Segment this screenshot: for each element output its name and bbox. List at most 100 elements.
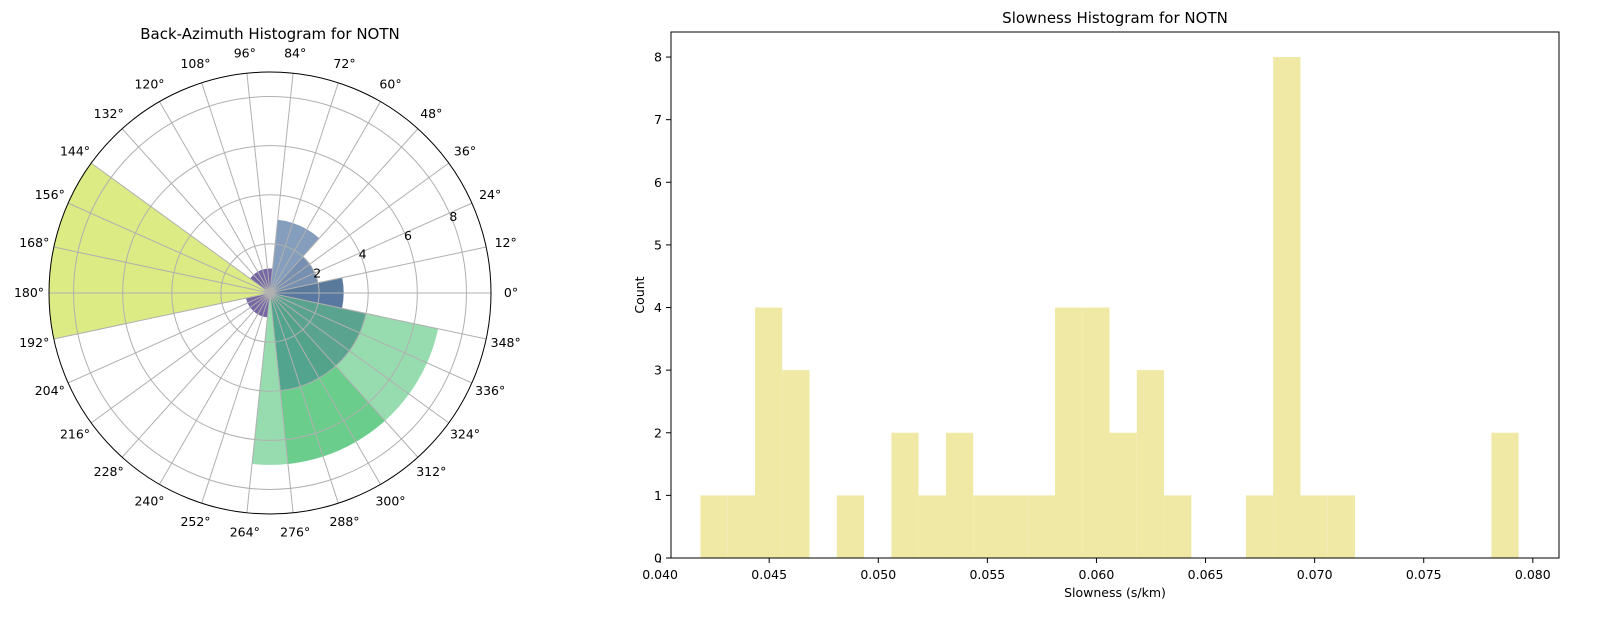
polar-grid	[48, 71, 492, 515]
histogram-bar	[1245, 495, 1274, 558]
histogram-x-tick-label: 0.075	[1406, 567, 1442, 582]
histogram-x-tick-label: 0.080	[1515, 567, 1551, 582]
polar-angle-tick-label: 12°	[495, 235, 517, 250]
histogram-bar	[945, 432, 974, 558]
polar-angle-tick-label: 144°	[60, 143, 90, 158]
slowness-histogram-chart: Slowness Histogram for NOTN 0.040 0.045 0.…	[632, 9, 1560, 600]
polar-angle-tick-label: 336°	[475, 383, 505, 398]
histogram-x-tick-label: 0.055	[969, 567, 1005, 582]
histogram-plot-frame	[670, 31, 1560, 559]
histogram-y-tick-label: 3	[654, 363, 662, 378]
histogram-x-axis-label: Slowness (s/km)	[1064, 585, 1166, 600]
histogram-bar	[1327, 495, 1355, 558]
polar-angle-tick-label: 24°	[479, 187, 501, 202]
polar-angle-tick-label: 60°	[379, 76, 401, 91]
polar-angle-tick-label: 216°	[60, 427, 90, 442]
polar-grid-spoke	[121, 128, 271, 294]
polar-bar	[68, 163, 270, 293]
polar-grid-spoke	[201, 82, 271, 294]
polar-angle-tick-label: 96°	[234, 45, 256, 60]
polar-angle-tick-label: 84°	[284, 45, 306, 60]
histogram-bar	[1300, 495, 1328, 558]
polar-bar	[250, 274, 270, 293]
polar-angle-tick-label: 108°	[180, 56, 210, 71]
polar-angle-tick-label: 252°	[180, 514, 210, 529]
histogram-bar	[1082, 307, 1110, 558]
histogram-bar	[727, 495, 755, 558]
polar-grid-spoke	[90, 162, 271, 294]
histogram-x-tick-label: 0.060	[1079, 567, 1115, 582]
histogram-bar	[836, 495, 865, 558]
polar-radial-tick-label: 4	[359, 247, 367, 262]
histogram-y-axis-label: Count	[632, 276, 647, 313]
polar-grid-spoke	[246, 292, 271, 513]
histogram-y-tick-label: 1	[654, 488, 662, 503]
polar-angle-tick-label: 264°	[230, 525, 260, 540]
polar-bar	[53, 203, 270, 293]
histogram-bar	[1164, 495, 1192, 558]
histogram-bar	[973, 495, 1001, 558]
polar-angle-tick-label: 228°	[94, 464, 124, 479]
polar-grid-spoke	[53, 246, 271, 294]
polar-grid-spoke	[269, 292, 419, 458]
histogram-title: Slowness Histogram for NOTN	[1002, 9, 1228, 27]
polar-grid-spoke	[269, 101, 381, 294]
polar-bar	[250, 293, 270, 312]
polar-angle-tick-label: 276°	[280, 525, 310, 540]
histogram-bar	[891, 432, 919, 558]
polar-grid-spoke	[90, 292, 271, 424]
histogram-x-tick-label: 0.065	[1188, 567, 1224, 582]
polar-outer-spine	[48, 71, 492, 515]
histogram-x-tick-label: 0.070	[1297, 567, 1333, 582]
polar-grid-spoke	[67, 202, 271, 294]
histogram-bar	[700, 495, 728, 558]
polar-angle-tick-label: 120°	[134, 76, 164, 91]
histogram-y-tick-label: 0	[654, 551, 662, 566]
polar-radial-labels: 2 4 6 8	[313, 209, 457, 280]
histogram-bar	[782, 370, 810, 558]
polar-grid-spoke	[269, 73, 294, 294]
histogram-bar	[1055, 307, 1083, 558]
polar-grid-spoke	[246, 73, 271, 294]
polar-bar	[267, 268, 273, 293]
polar-radial-tick-label: 8	[449, 209, 457, 224]
histogram-bar	[918, 495, 946, 558]
histogram-y-tick-label: 2	[654, 425, 662, 440]
polar-bar	[270, 264, 315, 293]
polar-grid-spoke	[269, 292, 294, 513]
polar-angle-tick-label: 36°	[454, 143, 476, 158]
back-azimuth-polar-chart: Back-Azimuth Histogram for NOTN 0° 12° 24°…	[14, 25, 521, 540]
polar-grid-spoke	[269, 128, 419, 294]
polar-bar	[253, 293, 270, 315]
polar-grid-spoke	[269, 246, 487, 294]
polar-grid-spoke	[269, 82, 339, 294]
histogram-x-ticks: 0.040 0.045 0.050 0.055 0.060 0.065 0.070 0.075…	[642, 558, 1551, 582]
polar-angle-tick-label: 156°	[35, 187, 65, 202]
histogram-bar	[1273, 57, 1301, 559]
polar-angle-tick-label: 288°	[329, 514, 359, 529]
polar-angle-tick-label: 324°	[450, 427, 480, 442]
histogram-x-tick-label: 0.045	[751, 567, 787, 582]
polar-angle-tick-label: 72°	[333, 56, 355, 71]
histogram-bar	[1027, 495, 1055, 558]
polar-grid-spoke	[269, 162, 450, 294]
histogram-y-ticks: 0 1 2 3 4 5 6 7 8	[654, 50, 671, 566]
polar-angle-tick-label: 348°	[491, 335, 521, 350]
polar-grid-spoke	[159, 101, 271, 294]
polar-angle-tick-label: 180°	[14, 285, 44, 300]
histogram-y-tick-label: 6	[654, 175, 662, 190]
polar-bar	[270, 256, 310, 293]
polar-chart-title: Back-Azimuth Histogram for NOTN	[140, 25, 399, 43]
polar-grid-spoke	[53, 292, 271, 340]
histogram-y-tick-label: 8	[654, 50, 662, 65]
polar-angle-tick-label: 192°	[19, 335, 49, 350]
polar-angle-tick-label: 240°	[134, 494, 164, 509]
histogram-y-tick-label: 4	[654, 300, 662, 315]
polar-angle-labels: 0° 12° 24° 36° 48° 60° 72° 84° 96° 108° 120° 132° 14…	[14, 45, 521, 539]
polar-angle-tick-label: 48°	[420, 106, 442, 121]
polar-bar-overlay	[270, 293, 367, 379]
histogram-x-tick-label: 0.040	[642, 567, 678, 582]
polar-grid-spoke	[159, 292, 271, 485]
polar-bars	[49, 163, 439, 465]
histogram-y-tick-label: 5	[654, 237, 662, 252]
